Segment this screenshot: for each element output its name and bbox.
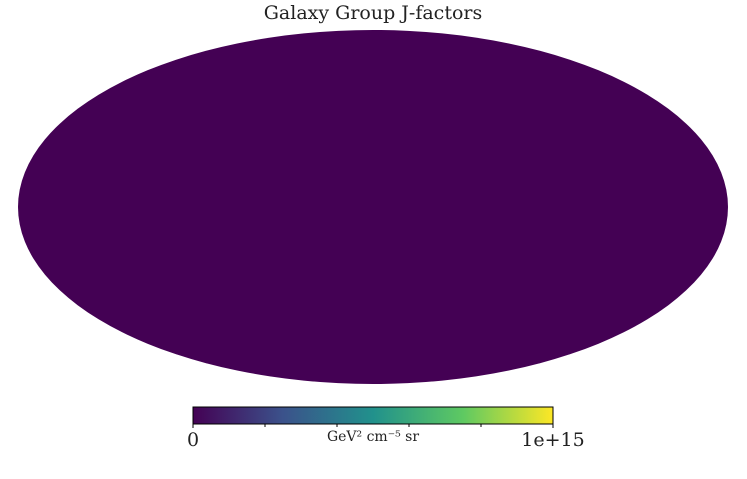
colorbar-tick-label: 1e+15 [521, 429, 584, 451]
colorbar [192, 406, 554, 425]
sky-map [18, 30, 728, 384]
colorbar-tick-label: 0 [187, 429, 199, 451]
chart-title: Galaxy Group J-factors [264, 2, 482, 24]
colorbar-label: GeV² cm⁻⁵ sr [327, 429, 419, 445]
